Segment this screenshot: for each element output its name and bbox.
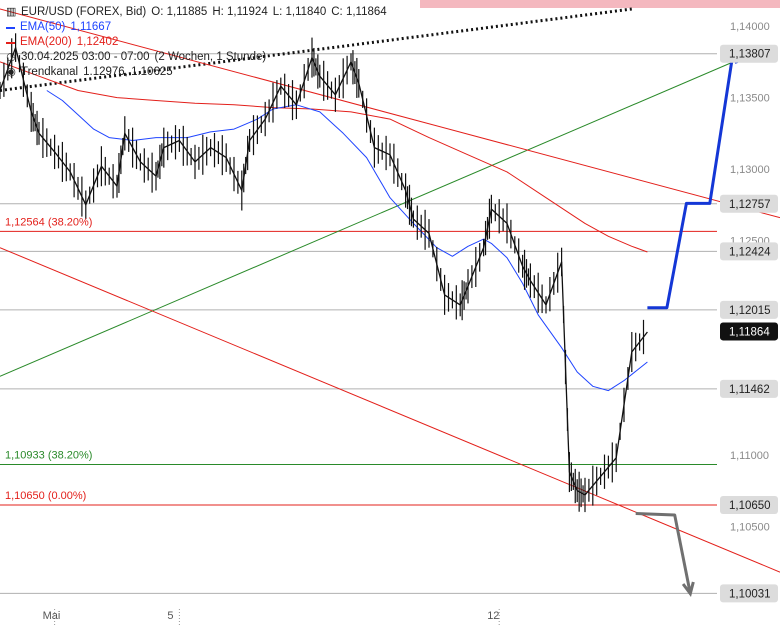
legend-open: O: 1,11885 bbox=[151, 6, 208, 18]
price-tag bbox=[720, 322, 778, 341]
price-tag-label: 1,11864 bbox=[729, 326, 770, 338]
legend-high: H: 1,11924 bbox=[212, 6, 268, 18]
top-band bbox=[420, 0, 780, 8]
trend-line-green-trend bbox=[0, 51, 757, 377]
y-tick-label: 1,13500 bbox=[730, 93, 770, 105]
legend-ema200-row[interactable]: EMA(200) 1,12402 bbox=[6, 35, 387, 50]
price-tag-label: 1,11462 bbox=[729, 384, 770, 396]
legend-time-row: ◷ 30.04.2025 03:00 - 07:00 (2 Wochen, 1 … bbox=[6, 50, 387, 65]
legend-trend-values: 1.12976, 1.10625 bbox=[83, 66, 173, 78]
legend-timestamp: 30.04.2025 03:00 - 07:00 bbox=[21, 51, 150, 63]
ema50-line bbox=[46, 90, 648, 392]
y-tick-label: 1,10500 bbox=[730, 521, 770, 533]
legend-ema200-label: EMA(200) bbox=[20, 36, 72, 48]
trend-line-channel-lower bbox=[0, 247, 780, 573]
legend-ema200-value: 1,12402 bbox=[76, 36, 119, 48]
projection-down-arrow-head bbox=[681, 581, 695, 597]
projection-down-arrow bbox=[635, 512, 692, 594]
trend-channel-icon: ◉ bbox=[6, 66, 16, 78]
price-axis: 1,140001,135001,130001,125001,115001,110… bbox=[720, 21, 778, 603]
fib-labels: 1,12564 (38.20%) 1,10933 (38.20%) 1,10650 … bbox=[5, 216, 92, 502]
price-tag bbox=[720, 194, 778, 213]
price-tag bbox=[720, 44, 778, 63]
ema200-swatch-icon bbox=[6, 41, 15, 44]
fib-label: 1,10933 (38.20%) bbox=[5, 450, 92, 462]
trend-line-channel-upper bbox=[0, 8, 780, 219]
price-tag bbox=[720, 495, 778, 514]
legend-trend-label: Trendkanal bbox=[21, 66, 79, 78]
price-tag-label: 1,13807 bbox=[729, 49, 771, 61]
chart-legend: ▥ EUR/USD (FOREX, Bid) O: 1,11885 H: 1,1… bbox=[6, 5, 387, 80]
ema50-swatch-icon bbox=[6, 26, 15, 29]
legend-low: L: 1,11840 bbox=[272, 6, 327, 18]
legend-ema50-value: 1,11667 bbox=[70, 21, 112, 33]
fib-label: 1,10650 (0.00%) bbox=[5, 490, 86, 502]
price-tag bbox=[720, 379, 778, 398]
price-tag-label: 1,10650 bbox=[729, 500, 771, 512]
trend-lines bbox=[0, 7, 780, 573]
ema200-line bbox=[0, 61, 648, 253]
clock-icon: ◷ bbox=[6, 51, 16, 63]
legend-close: C: 1,11864 bbox=[331, 6, 387, 18]
y-tick-label: 1,11000 bbox=[730, 450, 769, 462]
time-axis: Mai 5 12 bbox=[43, 609, 500, 625]
legend-symbol: EUR/USD (FOREX, Bid) bbox=[21, 6, 147, 18]
legend-ema50-label: EMA(50) bbox=[20, 21, 66, 33]
price-tag bbox=[720, 584, 778, 603]
projection-up-arrow bbox=[647, 51, 735, 310]
price-tag-label: 1,12424 bbox=[729, 246, 771, 258]
x-tick-label: Mai bbox=[43, 610, 61, 622]
price-tag-label: 1,12757 bbox=[729, 199, 771, 211]
price-line bbox=[0, 46, 648, 496]
x-tick-label: 12 bbox=[487, 610, 499, 622]
level-lines bbox=[0, 53, 717, 594]
legend-symbol-row: ▥ EUR/USD (FOREX, Bid) O: 1,11885 H: 1,1… bbox=[6, 5, 387, 20]
price-tag bbox=[720, 300, 778, 319]
trend-line-dotted-resistance bbox=[0, 7, 632, 92]
legend-period: (2 Wochen, 1 Stunde) bbox=[154, 51, 267, 63]
legend-ema50-row[interactable]: EMA(50) 1,11667 bbox=[6, 20, 387, 35]
x-tick-label: 5 bbox=[167, 610, 173, 622]
ema-lines bbox=[0, 61, 648, 392]
fib-label: 1,12564 (38.20%) bbox=[5, 216, 92, 228]
price-tag-label: 1,10031 bbox=[729, 588, 771, 600]
y-tick-label: 1,14000 bbox=[730, 21, 770, 33]
price-tag bbox=[720, 242, 778, 261]
price-series bbox=[0, 33, 648, 513]
price-tag-label: 1,12015 bbox=[729, 305, 771, 317]
y-tick-label: 1,13000 bbox=[730, 164, 770, 176]
candles-icon: ▥ bbox=[6, 6, 17, 18]
legend-trend-row[interactable]: ◉ Trendkanal 1.12976, 1.10625 bbox=[6, 65, 387, 80]
